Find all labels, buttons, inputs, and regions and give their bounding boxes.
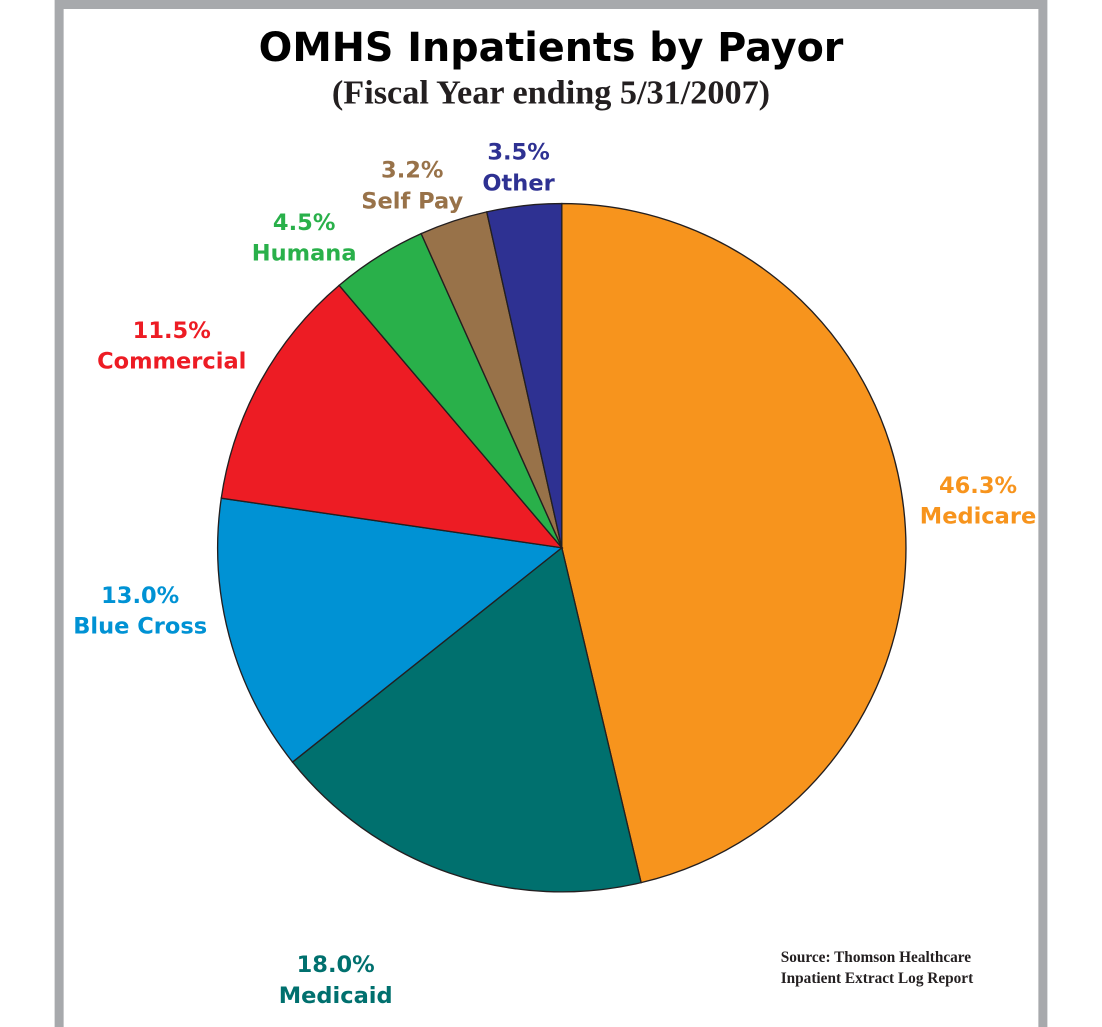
frame [54,0,1048,1027]
slice-value-label: 3.2% [381,158,443,184]
pie-slice [485,202,563,548]
slice-value-label: 13.0% [101,583,179,609]
slice-category-label: Self Pay [361,188,463,214]
slice-value-label: 18.0% [297,952,375,978]
source-note: Source: Thomson Healthcare [781,949,972,966]
chart-title: OMHS Inpatients by Payor [259,25,844,71]
slice-value-label: 4.5% [273,210,335,236]
slice-category-label: Medicaid [279,983,393,1009]
slice-value-label: 3.5% [487,140,549,166]
source-note: Inpatient Extract Log Report [781,970,974,987]
chart-subtitle: (Fiscal Year ending 5/31/2007) [332,73,770,111]
slice-category-label: Blue Cross [73,614,207,640]
slice-value-label: 46.3% [939,473,1017,499]
pie-slice [217,497,564,764]
slice-category-label: Commercial [97,349,246,375]
slice-category-label: Humana [252,241,357,267]
slice-category-label: Medicare [920,504,1036,530]
pie-slice [220,284,564,549]
slice-value-label: 11.5% [133,318,211,344]
slice-category-label: Other [482,170,555,196]
pie-slice [561,202,907,884]
pie-slice [291,546,642,893]
